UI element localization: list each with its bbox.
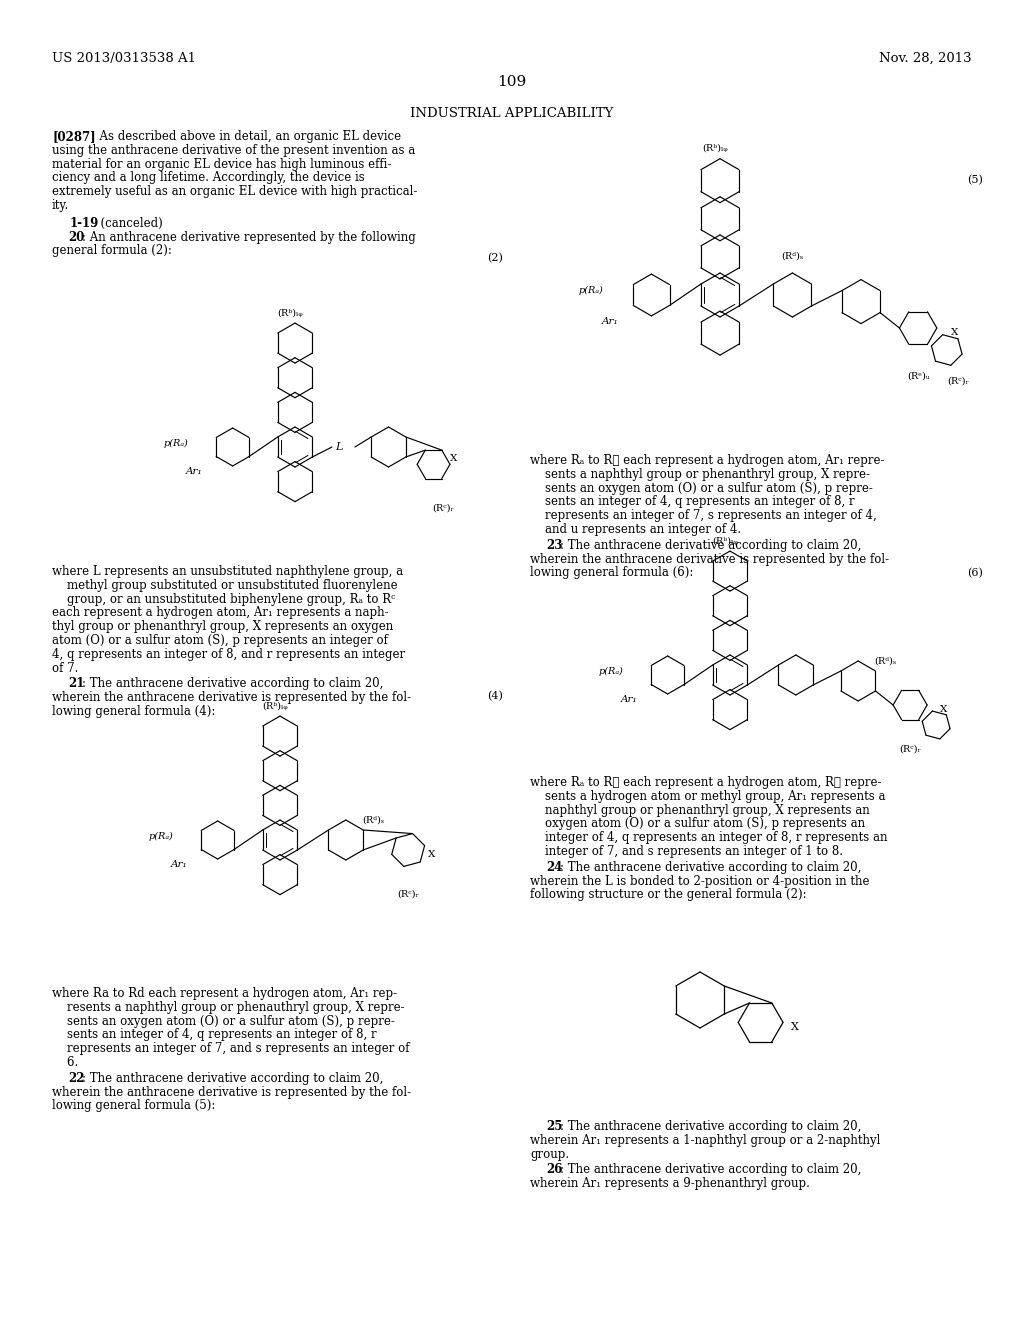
Text: (4): (4) [487,690,503,701]
Text: X: X [428,850,435,859]
Text: resents a naphthyl group or phenauthryl group, X repre-: resents a naphthyl group or phenauthryl … [52,1001,404,1014]
Text: oxygen atom (O) or a sulfur atom (S), p represents an: oxygen atom (O) or a sulfur atom (S), p … [530,817,865,830]
Text: (Rᶜ)ᵣ: (Rᶜ)ᵣ [947,378,969,385]
Text: where L represents an unsubstituted naphthylene group, a: where L represents an unsubstituted naph… [52,565,403,578]
Text: p(Rₐ): p(Rₐ) [579,286,603,296]
Text: (Rᵈ)ₛ: (Rᵈ)ₛ [781,252,804,261]
Text: Ar₁: Ar₁ [171,861,187,869]
Text: As described above in detail, an organic EL device: As described above in detail, an organic… [92,129,401,143]
Text: wherein Ar₁ represents a 9-phenanthryl group.: wherein Ar₁ represents a 9-phenanthryl g… [530,1177,810,1191]
Text: (5): (5) [967,176,983,185]
Text: X: X [792,1023,800,1032]
Text: sents an integer of 4, q represents an integer of 8, r: sents an integer of 4, q represents an i… [530,495,855,508]
Text: where Ra to Rd each represent a hydrogen atom, Ar₁ rep-: where Ra to Rd each represent a hydrogen… [52,987,397,1001]
Text: 20: 20 [68,231,84,244]
Text: 1-19: 1-19 [70,216,99,230]
Text: INDUSTRIAL APPLICABILITY: INDUSTRIAL APPLICABILITY [411,107,613,120]
Text: 6.: 6. [52,1056,78,1069]
Text: Nov. 28, 2013: Nov. 28, 2013 [880,51,972,65]
Text: (Rᶜ)ᵣ: (Rᶜ)ᵣ [432,504,455,513]
Text: group, or an unsubstituted biphenylene group, Rₐ to Rᶜ: group, or an unsubstituted biphenylene g… [52,593,395,606]
Text: sents a hydrogen atom or methyl group, Ar₁ represents a: sents a hydrogen atom or methyl group, A… [530,789,886,803]
Text: X: X [951,327,958,337]
Text: 21: 21 [68,677,84,690]
Text: : The anthracene derivative according to claim 20,: : The anthracene derivative according to… [560,1119,861,1133]
Text: : An anthracene derivative represented by the following: : An anthracene derivative represented b… [82,231,416,244]
Text: Ar₁: Ar₁ [621,696,638,704]
Text: extremely useful as an organic EL device with high practical-: extremely useful as an organic EL device… [52,185,418,198]
Text: general formula (2):: general formula (2): [52,244,172,257]
Text: wherein the anthracene derivative is represented by the fol-: wherein the anthracene derivative is rep… [52,692,411,704]
Text: (Rᶜ)ᵣ: (Rᶜ)ᵣ [899,744,921,754]
Text: lowing general formula (4):: lowing general formula (4): [52,705,215,718]
Text: (Rᵉ)ᵤ: (Rᵉ)ᵤ [907,371,930,380]
Text: ciency and a long lifetime. Accordingly, the device is: ciency and a long lifetime. Accordingly,… [52,172,365,185]
Text: 4, q represents an integer of 8, and r represents an integer: 4, q represents an integer of 8, and r r… [52,648,406,661]
Text: (Rᵇ)ₗᵩ: (Rᵇ)ₗᵩ [262,701,288,710]
Text: X: X [450,454,457,463]
Text: L: L [335,442,343,451]
Text: US 2013/0313538 A1: US 2013/0313538 A1 [52,51,196,65]
Text: each represent a hydrogen atom, Ar₁ represents a naph-: each represent a hydrogen atom, Ar₁ repr… [52,606,389,619]
Text: integer of 7, and s represents an integer of 1 to 8.: integer of 7, and s represents an intege… [530,845,843,858]
Text: : The anthracene derivative according to claim 20,: : The anthracene derivative according to… [82,677,383,690]
Text: using the anthracene derivative of the present invention as a: using the anthracene derivative of the p… [52,144,416,157]
Text: Ar₁: Ar₁ [602,317,618,326]
Text: (6): (6) [967,568,983,578]
Text: (Rᵇ)ₗᵩ: (Rᵇ)ₗᵩ [712,536,738,545]
Text: 26: 26 [546,1163,562,1176]
Text: p(Rₐ): p(Rₐ) [164,440,188,447]
Text: where Rₐ to Rᶇ each represent a hydrogen atom, Ar₁ repre-: where Rₐ to Rᶇ each represent a hydrogen… [530,454,885,467]
Text: represents an integer of 7, and s represents an integer of: represents an integer of 7, and s repres… [52,1043,410,1055]
Text: 23: 23 [546,539,562,552]
Text: sents a naphthyl group or phenanthryl group, X repre-: sents a naphthyl group or phenanthryl gr… [530,467,870,480]
Text: p(Rₐ): p(Rₐ) [599,667,624,676]
Text: of 7.: of 7. [52,661,79,675]
Text: (Rᶜ)ᵣ: (Rᶜ)ᵣ [397,890,419,899]
Text: 24: 24 [546,861,562,874]
Text: represents an integer of 7, s represents an integer of 4,: represents an integer of 7, s represents… [530,510,877,523]
Text: methyl group substituted or unsubstituted fluorenylene: methyl group substituted or unsubstitute… [52,578,397,591]
Text: sents an oxygen atom (O) or a sulfur atom (S), p repre-: sents an oxygen atom (O) or a sulfur ato… [530,482,872,495]
Text: wherein the L is bonded to 2-position or 4-position in the: wherein the L is bonded to 2-position or… [530,875,869,887]
Text: (2): (2) [487,253,503,263]
Text: (Rᵈ)ₛ: (Rᵈ)ₛ [874,657,896,667]
Text: naphthyl group or phenanthryl group, X represents an: naphthyl group or phenanthryl group, X r… [530,804,869,817]
Text: (Rᵇ)ₗᵩ: (Rᵇ)ₗᵩ [278,308,303,317]
Text: . (canceled): . (canceled) [93,216,163,230]
Text: where Rₐ to Rᶇ each represent a hydrogen atom, Rᶈ repre-: where Rₐ to Rᶇ each represent a hydrogen… [530,776,882,789]
Text: (Rᵈ)ₛ: (Rᵈ)ₛ [361,816,384,825]
Text: wherein Ar₁ represents a 1-naphthyl group or a 2-naphthyl: wherein Ar₁ represents a 1-naphthyl grou… [530,1134,881,1147]
Text: following structure or the general formula (2):: following structure or the general formu… [530,888,807,902]
Text: : The anthracene derivative according to claim 20,: : The anthracene derivative according to… [82,1072,383,1085]
Text: p(Rₐ): p(Rₐ) [148,832,174,841]
Text: (Rᵇ)ₗᵩ: (Rᵇ)ₗᵩ [702,144,728,153]
Text: 22: 22 [68,1072,85,1085]
Text: sents an oxygen atom (O) or a sulfur atom (S), p repre-: sents an oxygen atom (O) or a sulfur ato… [52,1015,395,1027]
Text: group.: group. [530,1147,569,1160]
Text: material for an organic EL device has high luminous effi-: material for an organic EL device has hi… [52,157,391,170]
Text: : The anthracene derivative according to claim 20,: : The anthracene derivative according to… [560,539,861,552]
Text: wherein the anthracene derivative is represented by the fol-: wherein the anthracene derivative is rep… [530,553,889,565]
Text: sents an integer of 4, q represents an integer of 8, r: sents an integer of 4, q represents an i… [52,1028,377,1041]
Text: atom (O) or a sulfur atom (S), p represents an integer of: atom (O) or a sulfur atom (S), p represe… [52,634,388,647]
Text: 25: 25 [546,1119,562,1133]
Text: : The anthracene derivative according to claim 20,: : The anthracene derivative according to… [560,861,861,874]
Text: lowing general formula (6):: lowing general formula (6): [530,566,693,579]
Text: wherein the anthracene derivative is represented by the fol-: wherein the anthracene derivative is rep… [52,1085,411,1098]
Text: ity.: ity. [52,199,70,213]
Text: Ar₁: Ar₁ [186,467,203,477]
Text: lowing general formula (5):: lowing general formula (5): [52,1100,215,1113]
Text: X: X [940,705,947,714]
Text: and u represents an integer of 4.: and u represents an integer of 4. [530,523,741,536]
Text: 109: 109 [498,75,526,88]
Text: : The anthracene derivative according to claim 20,: : The anthracene derivative according to… [560,1163,861,1176]
Text: integer of 4, q represents an integer of 8, r represents an: integer of 4, q represents an integer of… [530,832,888,845]
Text: thyl group or phenanthryl group, X represents an oxygen: thyl group or phenanthryl group, X repre… [52,620,393,634]
Text: [0287]: [0287] [52,129,95,143]
